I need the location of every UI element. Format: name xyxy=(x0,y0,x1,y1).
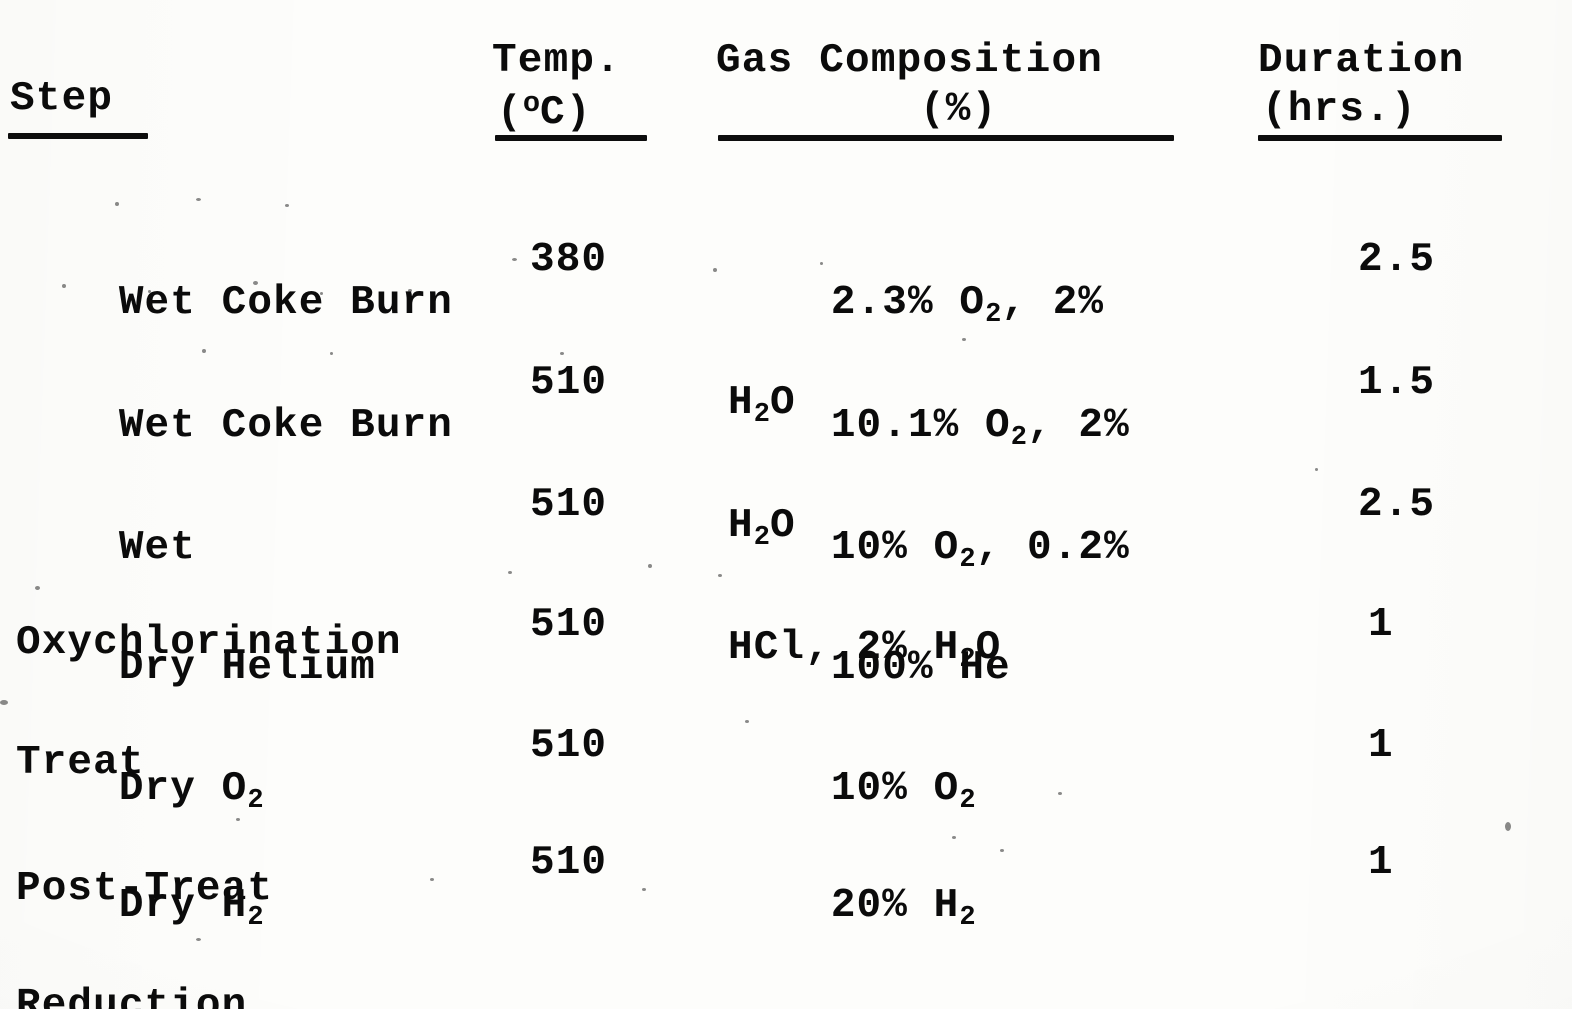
scan-speck xyxy=(285,204,289,207)
column-header-duration: Duration xyxy=(1258,38,1465,84)
cell-step-line2: Post-Treat xyxy=(16,865,274,912)
cell-gas-line1: 2.3% O2, 2% xyxy=(830,279,1105,330)
cell-duration: 1 xyxy=(1368,840,1394,886)
cell-step-line1: Dry Helium xyxy=(118,644,376,691)
cell-gas-line1: 100% He xyxy=(830,644,1011,691)
table-row: Wet Coke Burn xyxy=(16,362,453,490)
cell-step-line1: Wet xyxy=(118,524,196,571)
cell-gas-line1: 20% H2 xyxy=(830,882,976,933)
cell-gas-line1: 10% O2 xyxy=(830,765,976,816)
cell-step-line1: Wet Coke Burn xyxy=(118,402,453,449)
scan-speck xyxy=(648,564,652,568)
header-rule-duration xyxy=(1258,135,1502,141)
header-rule-gas xyxy=(718,135,1174,141)
cell-temp: 510 xyxy=(530,840,608,886)
scan-speck xyxy=(1000,849,1004,852)
column-header-step: Step xyxy=(10,76,114,122)
cell-gas: 2.3% O2, 2% H2O xyxy=(728,239,1104,514)
cell-gas-line1: 10.1% O2, 2% xyxy=(830,402,1130,453)
cell-temp: 510 xyxy=(530,482,608,528)
cell-step-line1: Dry H2 xyxy=(118,882,264,933)
cell-gas: 10% O2, 0.2% HCl, 2% H2O xyxy=(728,484,1130,759)
column-header-duration-unit: (hrs.) xyxy=(1262,87,1417,133)
cell-gas: 20% H2 xyxy=(728,842,976,975)
cell-duration: 2.5 xyxy=(1358,237,1436,283)
scan-speck xyxy=(1315,468,1318,471)
scan-speck xyxy=(196,198,201,201)
cell-gas-line2: HCl, 2% H2O xyxy=(728,624,1002,675)
cell-gas-line2: H2O xyxy=(728,379,796,430)
cell-gas: 10% O2 xyxy=(728,725,976,858)
column-header-gas-composition: Gas Composition xyxy=(716,38,1104,84)
cell-step-line1: Wet Coke Burn xyxy=(118,279,453,326)
cell-temp: 510 xyxy=(530,360,608,406)
scan-speck xyxy=(718,574,722,577)
table-row: Dry H2 Reduction xyxy=(16,842,264,1009)
cell-duration: 1 xyxy=(1368,723,1394,769)
column-header-gas-unit: (%) xyxy=(920,87,998,133)
cell-step-line1: Dry O2 xyxy=(118,765,264,816)
scan-speck xyxy=(508,571,512,574)
cell-duration: 1.5 xyxy=(1358,360,1436,406)
table-row: Wet Oxychlorination xyxy=(16,484,402,750)
scan-speck xyxy=(1058,792,1062,795)
scan-speck xyxy=(642,888,646,891)
header-rule-step xyxy=(8,133,148,139)
cell-gas-line2: H2O xyxy=(728,502,796,553)
cell-duration: 1 xyxy=(1368,602,1394,648)
scan-speck xyxy=(0,700,8,705)
table-row: Dry O2 Post-Treat xyxy=(16,725,273,995)
cell-gas-line1: 10% O2, 0.2% xyxy=(830,524,1130,575)
cell-step-line2: Treat xyxy=(16,739,145,786)
scan-speck xyxy=(512,258,517,261)
cell-step-line2: Oxychlorination xyxy=(16,619,402,666)
scan-speck xyxy=(1505,822,1511,831)
scan-speck xyxy=(115,202,119,206)
cell-temp: 510 xyxy=(530,602,608,648)
cell-gas: 100% He xyxy=(728,604,1011,732)
column-header-temp: Temp. xyxy=(492,38,622,84)
cell-gas: 10.1% O2, 2% H2O xyxy=(728,362,1130,637)
cell-step-line2: Reduction xyxy=(16,982,248,1009)
cell-duration: 2.5 xyxy=(1358,482,1436,528)
cell-temp: 510 xyxy=(530,723,608,769)
scan-speck xyxy=(430,878,434,881)
column-header-temp-unit: (oC) xyxy=(497,87,592,137)
scan-speck xyxy=(560,352,564,355)
header-rule-temp xyxy=(495,135,647,141)
table-row: Wet Coke Burn xyxy=(16,239,453,367)
cell-temp: 380 xyxy=(530,237,608,283)
scan-speck xyxy=(713,268,717,272)
table-row: Dry Helium Treat xyxy=(16,604,376,870)
